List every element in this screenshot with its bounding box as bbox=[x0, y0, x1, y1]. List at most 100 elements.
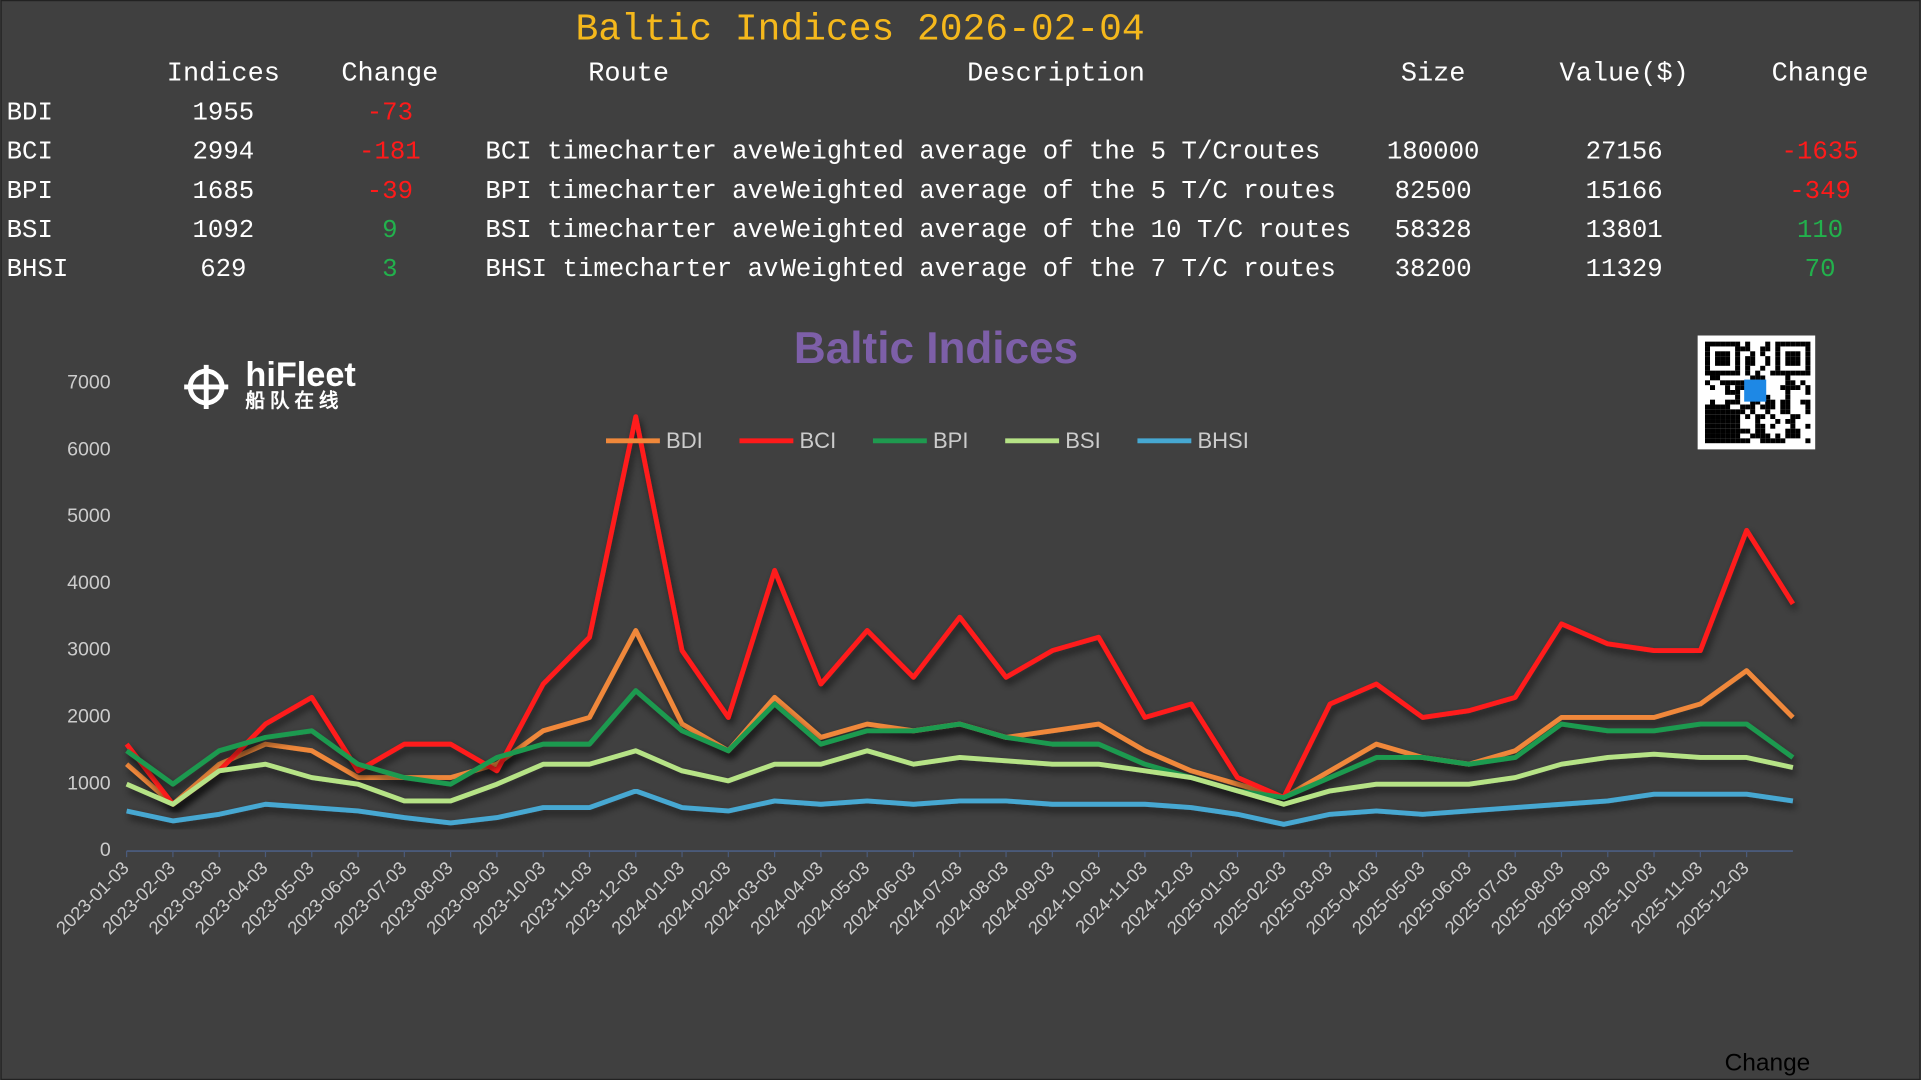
qr-cell bbox=[1740, 409, 1746, 415]
qr-cell bbox=[1720, 409, 1726, 415]
qr-cell bbox=[1760, 433, 1766, 439]
logo-subtitle: 船队在线 bbox=[245, 389, 343, 412]
qr-cell bbox=[1715, 428, 1721, 434]
route: BCI timecharter ave bbox=[485, 138, 778, 167]
qr-cell bbox=[1785, 404, 1791, 410]
qr-cell bbox=[1805, 370, 1811, 376]
legend-label: BCI bbox=[799, 428, 836, 453]
qr-cell bbox=[1740, 385, 1746, 390]
qr-cell bbox=[1735, 428, 1741, 434]
qr-cell bbox=[1735, 360, 1741, 366]
qr-cell bbox=[1750, 433, 1756, 439]
logo-name: hiFleet bbox=[245, 356, 355, 394]
qr-cell bbox=[1704, 423, 1711, 429]
qr-cell bbox=[1795, 341, 1801, 347]
qr-cell bbox=[1765, 356, 1771, 361]
legend-label: BSI bbox=[1065, 428, 1101, 453]
qr-cell bbox=[1805, 409, 1811, 415]
qr-cell bbox=[1735, 438, 1741, 444]
qr-cell bbox=[1730, 409, 1736, 415]
qr-cell bbox=[1745, 404, 1751, 410]
qr-cell bbox=[1775, 351, 1781, 357]
qr-cell bbox=[1715, 375, 1721, 381]
qr-cell bbox=[1755, 399, 1761, 405]
index-change: -181 bbox=[359, 138, 421, 167]
qr-cell bbox=[1780, 385, 1786, 390]
qr-cell bbox=[1790, 370, 1796, 376]
qr-cell bbox=[1755, 375, 1761, 381]
qr-cell bbox=[1805, 404, 1811, 410]
legend-label: BDI bbox=[666, 428, 703, 453]
qr-cell bbox=[1720, 414, 1726, 420]
qr-cell bbox=[1725, 438, 1731, 444]
qr-cell bbox=[1805, 438, 1811, 444]
qr-cell bbox=[1725, 385, 1731, 390]
value-change: -349 bbox=[1789, 177, 1851, 206]
qr-cell bbox=[1735, 370, 1741, 376]
size: 58328 bbox=[1395, 216, 1472, 245]
qr-cell bbox=[1720, 438, 1726, 444]
qr-cell bbox=[1720, 433, 1726, 439]
qr-cell bbox=[1795, 351, 1801, 357]
qr-cell bbox=[1704, 365, 1711, 371]
qr-cell bbox=[1775, 365, 1781, 371]
index-name: BDI bbox=[7, 98, 53, 127]
qr-cell bbox=[1740, 404, 1746, 410]
qr-cell bbox=[1750, 409, 1756, 415]
qr-cell bbox=[1775, 341, 1781, 347]
qr-cell bbox=[1790, 433, 1796, 439]
qr-cell bbox=[1780, 409, 1786, 415]
qr-cell bbox=[1725, 404, 1731, 410]
qr-cell bbox=[1730, 423, 1736, 429]
chart-title: Baltic Indices bbox=[794, 324, 1078, 373]
qr-cell bbox=[1710, 409, 1716, 415]
index-value: 2994 bbox=[193, 138, 255, 167]
qr-cell bbox=[1720, 404, 1726, 410]
qr-cell bbox=[1760, 423, 1766, 429]
qr-cell bbox=[1745, 428, 1751, 434]
qr-cell bbox=[1795, 433, 1801, 439]
qr-code bbox=[1697, 335, 1816, 450]
qr-cell bbox=[1780, 341, 1786, 347]
qr-cell bbox=[1715, 414, 1721, 420]
column-header: Value($) bbox=[1560, 60, 1689, 90]
qr-cell bbox=[1735, 390, 1741, 395]
qr-cell bbox=[1710, 438, 1716, 444]
qr-cell bbox=[1710, 433, 1716, 439]
qr-cell bbox=[1715, 438, 1721, 444]
qr-cell bbox=[1790, 385, 1796, 390]
qr-cell bbox=[1760, 404, 1766, 410]
description: Weighted average of the 5 T/Croutes bbox=[781, 138, 1321, 167]
qr-cell bbox=[1725, 356, 1731, 361]
qr-cell bbox=[1755, 428, 1761, 434]
qr-cell bbox=[1775, 346, 1781, 352]
qr-cell bbox=[1790, 423, 1796, 429]
qr-cell bbox=[1765, 438, 1771, 444]
qr-cell bbox=[1805, 423, 1811, 429]
y-tick-label: 0 bbox=[100, 839, 111, 861]
qr-cell bbox=[1790, 414, 1796, 420]
qr-cell bbox=[1720, 380, 1726, 386]
index-value: 1092 bbox=[193, 216, 255, 245]
qr-cell bbox=[1765, 394, 1771, 400]
column-header: Indices bbox=[167, 60, 280, 90]
qr-cell bbox=[1745, 414, 1751, 420]
route: BPI timecharter ave bbox=[485, 177, 778, 206]
qr-cell bbox=[1745, 365, 1751, 371]
qr-cell bbox=[1805, 360, 1811, 366]
qr-cell bbox=[1704, 380, 1711, 386]
qr-cell bbox=[1735, 394, 1741, 400]
qr-cell bbox=[1765, 346, 1771, 352]
qr-cell bbox=[1735, 419, 1741, 424]
qr-cell bbox=[1730, 433, 1736, 439]
qr-cell bbox=[1765, 360, 1771, 366]
qr-cell bbox=[1725, 414, 1731, 420]
qr-cell bbox=[1720, 419, 1726, 424]
qr-cell bbox=[1710, 404, 1716, 410]
qr-cell bbox=[1725, 360, 1731, 366]
qr-cell bbox=[1735, 433, 1741, 439]
value-change: -1635 bbox=[1782, 138, 1859, 167]
qr-cell bbox=[1725, 390, 1731, 395]
